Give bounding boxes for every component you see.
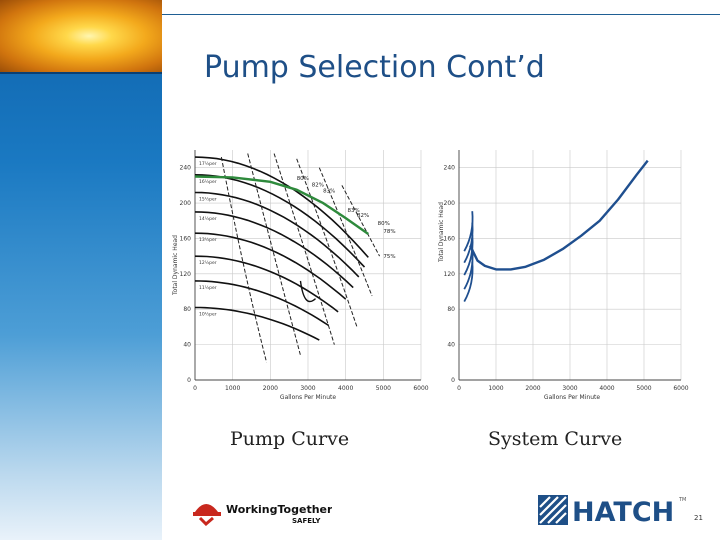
sys-x-tick-label: 4000 [599, 385, 614, 392]
impeller-label: 12½per [199, 259, 217, 266]
sys-x-tick-label: 0 [457, 385, 461, 392]
pump-y-tick-label: 200 [180, 200, 192, 207]
system-series [469, 159, 649, 271]
pump-curve-chart: 0 1000 2000 3000 4000 5000 6000 0 40 80 120 160 200 2… [172, 150, 429, 401]
efficiency-label: 83% [323, 188, 335, 194]
sys-x-tick-label: 2000 [525, 385, 540, 392]
pump-y-axis-label: Total Dynamic Head [172, 235, 179, 296]
efficiency-label: 82% [312, 182, 324, 188]
system-pump-hash-curve [463, 211, 474, 252]
impeller-label: 16½per [199, 178, 217, 185]
sys-x-tick-label: 6000 [673, 385, 688, 392]
efficiency-curve [296, 158, 358, 328]
impeller-curve [194, 232, 347, 300]
sys-x-tick-label: 5000 [636, 385, 651, 392]
pump-x-tick-label: 3000 [300, 385, 315, 392]
efficiency-label: 80% [297, 176, 309, 182]
pump-y-tick-label: 120 [180, 271, 192, 278]
impeller-label: 17½per [199, 160, 217, 167]
efficiency-curve [220, 156, 268, 363]
pump-y-tick-label: 80 [183, 306, 191, 313]
page-number: 21 [694, 514, 703, 522]
impeller-curve [194, 156, 369, 258]
system-curve-line [469, 159, 649, 271]
sys-y-tick-label: 40 [447, 342, 455, 349]
flame-image [0, 0, 162, 72]
hatch-logo: HATCH TM [538, 495, 686, 526]
sys-y-tick-label: 160 [444, 235, 456, 242]
pump-x-tick-label: 2000 [263, 385, 278, 392]
top-rule [162, 14, 720, 15]
pump-x-axis-label: Gallons Per Minute [280, 394, 336, 401]
efficiency-curve [273, 153, 335, 345]
pump-curve-caption: Pump Curve [230, 428, 350, 450]
npsh-curve [299, 280, 317, 303]
impeller-label: 10½per [199, 310, 217, 317]
system-tick-labels: 0 1000 2000 3000 4000 5000 6000 0 40 80 120 160 200 2… [444, 165, 689, 392]
sys-y-tick-label: 200 [444, 200, 456, 207]
pump-series [194, 175, 369, 235]
sidebar-decoration [0, 0, 162, 540]
system-curve-caption: System Curve [488, 428, 623, 450]
pump-x-tick-label: 4000 [338, 385, 353, 392]
hatch-mark-icon [538, 495, 568, 525]
hatch-trademark: TM [678, 497, 686, 503]
impeller-curve [194, 211, 354, 289]
impeller-label: 13½per [199, 236, 217, 243]
pump-y-tick-label: 40 [183, 342, 191, 349]
sys-x-tick-label: 1000 [488, 385, 503, 392]
efficiency-curve [247, 153, 301, 356]
impeller-label: 15½per [199, 195, 217, 202]
pump-tick-labels: 0 1000 2000 3000 4000 5000 6000 0 40 80 120 160 200 2… [180, 165, 429, 392]
efficiency-curve [318, 167, 373, 297]
impeller-curve [194, 255, 339, 313]
efficiency-label: 83% [348, 208, 360, 214]
efficiency-label: 78% [383, 229, 395, 235]
hardhat-icon [193, 504, 221, 526]
pump-x-tick-label: 5000 [376, 385, 391, 392]
pump-y-tick-label: 160 [180, 235, 192, 242]
efficiency-label: 75% [383, 254, 395, 260]
sys-y-tick-label: 80 [447, 306, 455, 313]
safety-logo-text: WorkingTogether [226, 503, 332, 516]
pump-y-tick-label: 0 [187, 377, 191, 384]
system-x-axis-label: Gallons Per Minute [544, 394, 600, 401]
system-pump-hash-curve [463, 222, 474, 264]
pump-y-tick-label: 240 [180, 165, 192, 172]
sys-y-tick-label: 120 [444, 271, 456, 278]
efficiency-label: 82% [357, 213, 369, 219]
pump-efficiency-labels: 80%82%83%83%82%80%78%75% [297, 176, 396, 260]
safety-logo: WorkingTogether SAFELY [193, 503, 332, 526]
efficiency-label: 80% [378, 221, 390, 227]
pump-operating-curve [194, 175, 369, 235]
safety-logo-subtext: SAFELY [292, 517, 321, 525]
impeller-curve [194, 280, 330, 327]
impeller-curve [194, 191, 360, 278]
page-title: Pump Selection Cont’d [204, 50, 545, 85]
efficiency-curve [341, 185, 381, 257]
system-pump-hash-curve [463, 261, 474, 303]
impeller-curve [195, 306, 320, 341]
system-curve-chart: 0 1000 2000 3000 4000 5000 6000 0 40 80 120 160 200 2… [438, 150, 689, 401]
sys-y-tick-label: 0 [451, 377, 455, 384]
hatch-logo-text: HATCH [572, 497, 674, 526]
pump-efficiency-curves [220, 153, 381, 363]
impeller-label: 14½per [199, 215, 217, 222]
pump-impeller-labels: 17½per 16½per 15½per 14½per 13½per 12½per 11½p… [199, 160, 217, 317]
pump-axes [194, 150, 421, 381]
sys-y-tick-label: 240 [444, 165, 456, 172]
impeller-label: 11½per [199, 284, 217, 291]
pump-x-tick-label: 1000 [225, 385, 240, 392]
system-axes [458, 150, 681, 381]
pump-x-tick-label: 6000 [413, 385, 428, 392]
system-pump-hash-curve [463, 234, 474, 276]
sys-x-tick-label: 3000 [562, 385, 577, 392]
system-y-axis-label: Total Dynamic Head [438, 202, 445, 263]
flame-divider [0, 72, 162, 74]
pump-x-tick-label: 0 [193, 385, 197, 392]
